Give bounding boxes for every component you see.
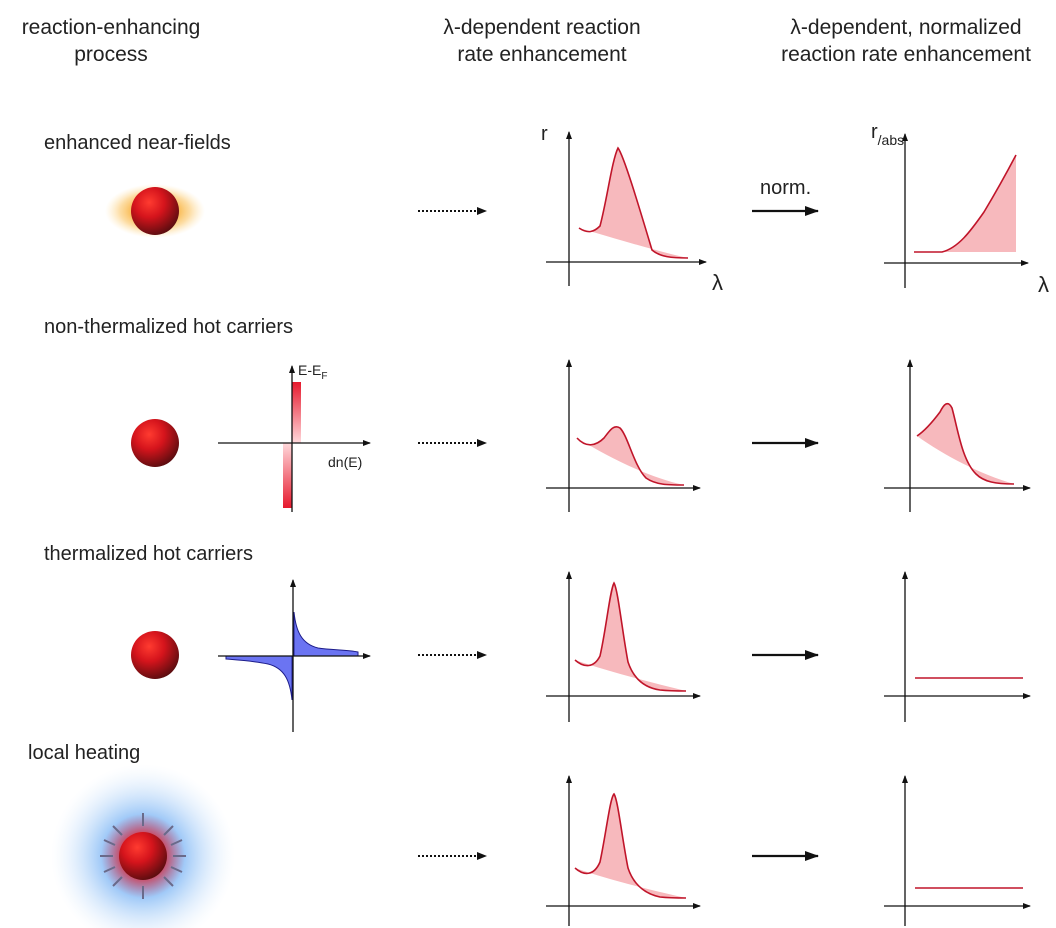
normalized-fill bbox=[914, 155, 1016, 252]
row-non-thermalized: E-EF dn(E) bbox=[131, 359, 1031, 512]
header-rate: λ-dependent reaction rate enhancement bbox=[402, 14, 682, 68]
rate-fill bbox=[577, 426, 684, 485]
row-local-heating bbox=[51, 764, 1031, 928]
header-normalized-line1: λ-dependent, normalized bbox=[790, 16, 1022, 39]
rate-plot-near-fields: r λ bbox=[541, 123, 723, 295]
normalized-plot-local-heating bbox=[884, 775, 1031, 926]
distribution-upper-bar bbox=[292, 382, 301, 443]
rate-plot-local-heating bbox=[546, 775, 701, 926]
header-process-line1: reaction-enhancing bbox=[21, 16, 201, 39]
rate-plot-thermalized bbox=[546, 571, 701, 722]
rate-curve bbox=[574, 581, 687, 692]
axis-label-r-abs: r/abs bbox=[871, 121, 904, 148]
header-normalized: λ-dependent, normalized reaction rate en… bbox=[760, 14, 1052, 68]
header-rate-line1: λ-dependent reaction bbox=[443, 16, 641, 39]
distribution-lower-bar bbox=[283, 443, 292, 508]
row-label-local-heating: local heating bbox=[28, 742, 141, 764]
axis-label-lambda: λ bbox=[1038, 272, 1049, 297]
row-label-near-fields: enhanced near-fields bbox=[44, 132, 231, 154]
rate-fill bbox=[575, 583, 686, 691]
normalized-curve bbox=[916, 402, 1015, 485]
dist-x-label: dn(E) bbox=[328, 454, 362, 470]
rate-curve bbox=[578, 146, 689, 259]
dist-y-label: E-EF bbox=[298, 362, 327, 382]
normalized-fill bbox=[917, 403, 1014, 484]
header-normalized-line2: reaction rate enhancement bbox=[781, 43, 1031, 66]
nanoparticle-sphere bbox=[131, 419, 179, 467]
rate-fill bbox=[579, 148, 688, 258]
nanoparticle-sphere bbox=[131, 187, 179, 235]
normalized-plot-non-thermalized bbox=[884, 359, 1031, 512]
distribution-upper-lobe bbox=[293, 611, 359, 657]
normalized-curve bbox=[914, 154, 1017, 253]
header-rate-line2: rate enhancement bbox=[457, 43, 627, 66]
distribution-plot-thermalized bbox=[218, 579, 371, 732]
row-label-non-thermalized: non-thermalized hot carriers bbox=[44, 316, 293, 338]
rate-curve bbox=[576, 425, 685, 486]
rate-fill bbox=[575, 794, 686, 898]
axis-label-lambda: λ bbox=[712, 270, 723, 295]
rate-curve bbox=[574, 792, 687, 899]
distribution-lower-lobe bbox=[225, 655, 293, 701]
row-thermalized bbox=[131, 571, 1031, 732]
normalized-plot-near-fields: r/abs λ bbox=[871, 121, 1049, 297]
rate-plot-non-thermalized bbox=[546, 359, 701, 512]
nanoparticle-sphere bbox=[119, 832, 167, 880]
norm-label: norm. bbox=[760, 177, 811, 199]
normalized-plot-thermalized bbox=[884, 571, 1031, 722]
header-process: reaction-enhancing process bbox=[0, 14, 222, 68]
axis-label-r: r bbox=[541, 123, 548, 145]
row-label-thermalized: thermalized hot carriers bbox=[44, 543, 253, 565]
row-near-fields: r λ norm. r/abs λ bbox=[105, 121, 1049, 297]
distribution-plot-non-thermalized: E-EF dn(E) bbox=[218, 362, 371, 512]
header-process-line2: process bbox=[74, 43, 148, 66]
nanoparticle-sphere bbox=[131, 631, 179, 679]
heat-rays bbox=[100, 813, 186, 899]
